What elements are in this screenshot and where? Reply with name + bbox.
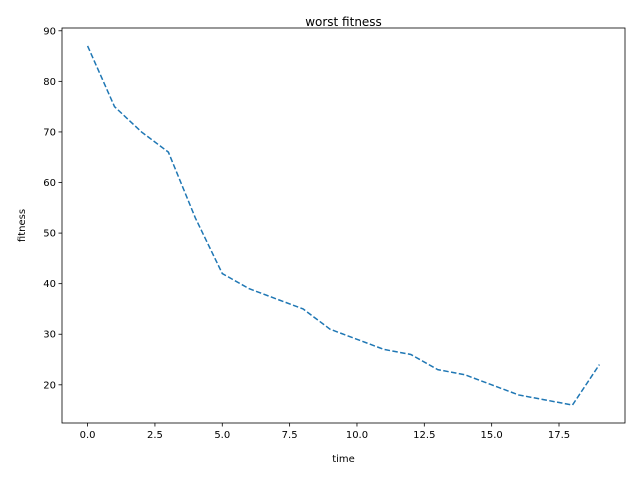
plot-area: [61, 27, 626, 424]
x-tick-label: 15.0: [481, 430, 503, 441]
y-axis-label: fitness: [17, 209, 28, 242]
x-tick-label: 10.0: [346, 430, 368, 441]
x-tick-label: 17.5: [548, 430, 570, 441]
plot-frame: [61, 27, 626, 424]
chart-title: worst fitness: [305, 15, 382, 29]
y-tick-label: 20: [43, 380, 56, 391]
x-axis-label: time: [332, 454, 355, 465]
y-tick-label: 80: [43, 77, 56, 88]
y-tick-label: 50: [43, 229, 56, 240]
y-tick-label: 40: [43, 279, 56, 290]
x-axis: 0.0 2.5 5.0 7.5 10.0 12.5 15.0 17.5: [80, 423, 570, 441]
y-tick-label: 60: [43, 178, 56, 189]
y-axis: 20 30 40 50 60 70 80 90: [43, 26, 62, 391]
x-tick-label: 2.5: [147, 430, 163, 441]
y-tick-label: 90: [43, 26, 56, 37]
y-tick-label: 70: [43, 127, 56, 138]
x-tick-label: 12.5: [413, 430, 435, 441]
x-tick-label: 7.5: [282, 430, 298, 441]
series-line-0: [86, 45, 601, 406]
x-tick-label: 5.0: [214, 430, 230, 441]
x-tick-label: 0.0: [80, 430, 96, 441]
y-tick-label: 30: [43, 330, 56, 341]
